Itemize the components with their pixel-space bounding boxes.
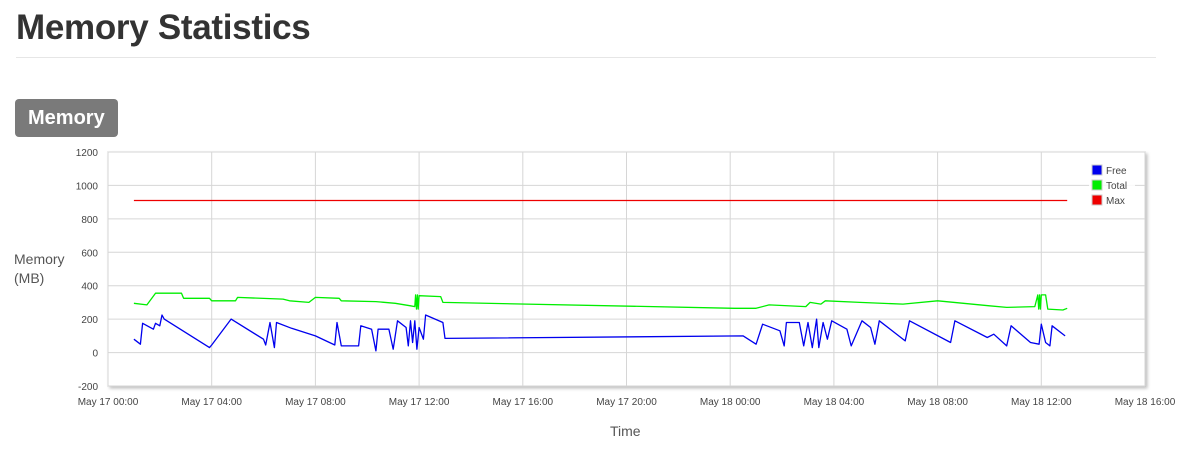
legend: Free Total Max (1089, 162, 1135, 209)
y-tick-label: 600 (81, 248, 98, 259)
legend-swatch-total (1091, 179, 1103, 191)
x-tick-label: May 17 16:00 (492, 397, 553, 408)
legend-label-free: Free (1106, 166, 1127, 177)
x-tick-label: May 17 20:00 (596, 397, 657, 408)
x-tick-label: May 18 12:00 (1011, 397, 1072, 408)
series-line-total (133, 292, 1068, 311)
legend-label-max: Max (1106, 196, 1125, 207)
y-tick-label: 400 (81, 282, 98, 293)
legend-swatch-max (1091, 194, 1103, 206)
y-tick-label: 0 (92, 349, 98, 360)
y-tick-label: 1000 (76, 181, 99, 192)
y-tick-label: 1200 (76, 148, 99, 159)
y-tick-label: 800 (81, 215, 98, 226)
x-tick-label: May 17 12:00 (389, 397, 450, 408)
legend-swatch-free (1091, 164, 1103, 176)
x-tick-label: May 18 08:00 (907, 397, 968, 408)
y-axis-label: Memory (MB) (14, 251, 65, 286)
x-axis-label: Time (610, 423, 641, 439)
memory-chart: -200 0 200 400 600 800 1000 1200 May 17 00:00 Ma… (76, 148, 1176, 408)
series-line-free (133, 314, 1066, 352)
x-tick-label: May 17 00:00 (78, 397, 139, 408)
x-tick-label: May 18 16:00 (1115, 397, 1176, 408)
x-tick-label: May 17 04:00 (181, 397, 242, 408)
title-divider (16, 57, 1156, 58)
section-badge-memory: Memory (15, 99, 118, 137)
y-tick-label: 200 (81, 315, 98, 326)
x-tick-label: May 17 08:00 (285, 397, 346, 408)
page-title: Memory Statistics (16, 8, 311, 47)
y-tick-label: -200 (78, 382, 98, 393)
x-tick-label: May 18 04:00 (804, 397, 865, 408)
x-tick-label: May 18 00:00 (700, 397, 761, 408)
legend-label-total: Total (1106, 181, 1127, 192)
